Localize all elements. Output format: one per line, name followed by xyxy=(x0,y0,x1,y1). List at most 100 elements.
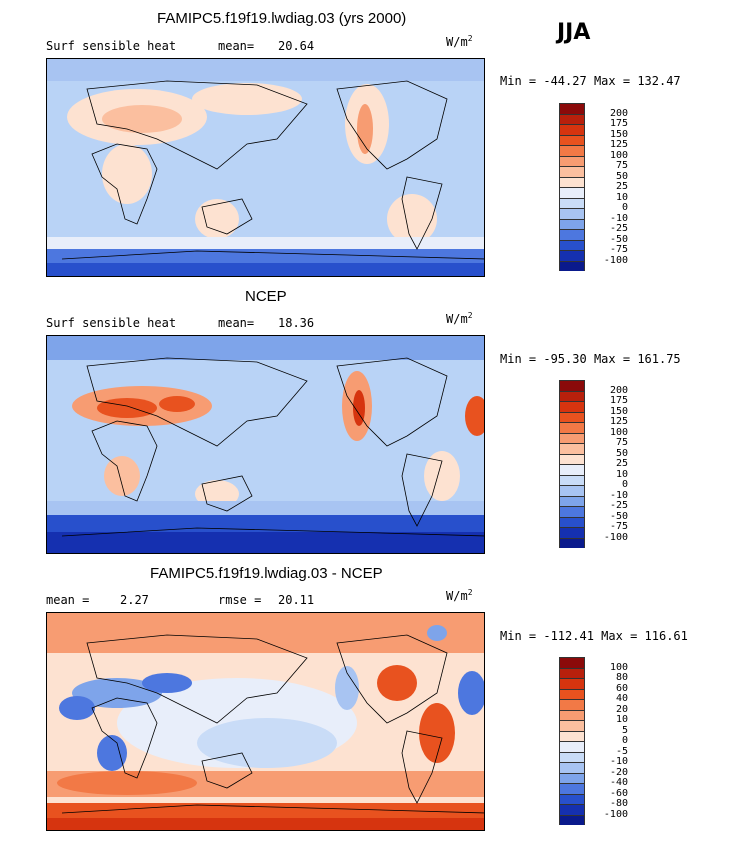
colorbar-level-label: 20 xyxy=(615,703,628,715)
colorbar-swatch xyxy=(559,772,585,783)
colorbar-swatch xyxy=(559,699,585,710)
colorbar-swatch xyxy=(559,208,585,219)
panel3-units: W/m2 xyxy=(446,588,473,603)
colorbar-swatch xyxy=(559,814,585,825)
colorbar-level-label: -25 xyxy=(609,223,628,234)
colorbar-level-label: 25 xyxy=(615,458,628,469)
colorbar-swatch xyxy=(559,239,585,250)
colorbar-swatch xyxy=(559,793,585,804)
colorbar-swatch xyxy=(559,113,585,124)
colorbar-swatch xyxy=(559,401,585,412)
panel3-title: FAMIPC5.f19f19.lwdiag.03 - NCEP xyxy=(150,565,383,582)
colorbar-level-label: 75 xyxy=(615,437,628,448)
colorbar-level-label: 200 xyxy=(609,107,628,119)
colorbar-level-label: 0 xyxy=(621,202,628,213)
colorbar-swatch xyxy=(559,218,585,229)
colorbar-level-label: 200 xyxy=(609,384,628,396)
colorbar-swatch xyxy=(559,250,585,261)
colorbar-swatch xyxy=(559,720,585,731)
colorbar-swatch xyxy=(559,804,585,815)
colorbar-swatch xyxy=(559,506,585,517)
colorbar-swatch xyxy=(559,730,585,741)
colorbar-swatch xyxy=(559,260,585,271)
panel1-mean-value: 20.64 xyxy=(278,39,315,53)
colorbar-level-label: 25 xyxy=(615,181,628,192)
colorbar-swatch xyxy=(559,380,585,391)
colorbar-level-label: -20 xyxy=(609,766,628,778)
panel2-max-value: 161.75 xyxy=(637,352,681,366)
colorbar-level-label: 60 xyxy=(615,682,628,694)
panel2-field: Surf sensible heat xyxy=(46,316,177,330)
colorbar-swatch xyxy=(559,229,585,240)
colorbar-level-label: 100 xyxy=(609,149,628,161)
colorbar-swatch xyxy=(559,751,585,762)
colorbar-swatch xyxy=(559,678,585,689)
colorbar-swatch xyxy=(559,783,585,794)
colorbar-level-label: 100 xyxy=(609,426,628,438)
colorbar-level-label: 150 xyxy=(609,128,628,140)
colorbar-level-label: 175 xyxy=(609,118,628,129)
colorbar-swatch xyxy=(559,166,585,177)
colorbar-swatch xyxy=(559,187,585,198)
panel1-min-value: -44.27 xyxy=(543,74,587,88)
panel3-rmse-value: 20.11 xyxy=(278,593,315,607)
panel1-max-value: 132.47 xyxy=(637,74,681,88)
colorbar-swatch xyxy=(559,527,585,538)
panel1-map-svg xyxy=(47,59,484,276)
panel3-min-value: -112.41 xyxy=(543,629,594,643)
panel3-map xyxy=(46,612,485,831)
colorbar-level-label: 0 xyxy=(621,479,628,490)
colorbar-swatch xyxy=(559,657,585,668)
season-label: JJA xyxy=(557,20,591,45)
colorbar-swatch xyxy=(559,474,585,485)
panel1-map xyxy=(46,58,485,277)
colorbar-level-label: -10 xyxy=(609,212,628,224)
colorbar-level-label: 150 xyxy=(609,405,628,417)
colorbar-level-label: 100 xyxy=(609,661,628,673)
colorbar-level-label: 5 xyxy=(621,724,628,736)
colorbar-swatch xyxy=(559,453,585,464)
colorbar-level-label: -50 xyxy=(609,510,628,522)
panel2-units: W/m2 xyxy=(446,311,473,326)
panel1-mean-label: mean= xyxy=(218,39,255,53)
colorbar-level-label: -5 xyxy=(615,745,628,757)
panel3-mean-value: 2.27 xyxy=(120,593,149,607)
colorbar-swatch xyxy=(559,667,585,678)
panel2-map xyxy=(46,335,485,554)
colorbar-level-label: -100 xyxy=(603,254,628,266)
colorbar-level-label: 10 xyxy=(615,714,628,725)
panel2-min-value: -95.30 xyxy=(543,352,587,366)
panel2-mean-value: 18.36 xyxy=(278,316,315,330)
panel3-minmax: Min = -112.41 Max = 116.61 xyxy=(500,629,688,643)
colorbar-level-label: -50 xyxy=(609,233,628,245)
panel2-map-svg xyxy=(47,336,484,553)
colorbar-swatch xyxy=(559,390,585,401)
colorbar-level-label: -80 xyxy=(609,798,628,809)
panel1-colorbar: 200 175 150 125 100 75 50 25 10 0 -10 -25 -50 -75 -100 xyxy=(559,103,628,271)
colorbar-level-label: 75 xyxy=(615,160,628,171)
colorbar-swatch xyxy=(559,422,585,433)
panel2-title: NCEP xyxy=(245,288,287,305)
colorbar-swatch xyxy=(559,516,585,527)
colorbar-swatch xyxy=(559,432,585,443)
colorbar-level-label: -100 xyxy=(603,808,628,820)
colorbar-level-label: -10 xyxy=(609,756,628,767)
colorbar-swatch xyxy=(559,464,585,475)
colorbar-level-label: -60 xyxy=(609,787,628,799)
colorbar-level-label: -75 xyxy=(609,521,628,532)
panel1-title: FAMIPC5.f19f19.lwdiag.03 (yrs 2000) xyxy=(157,10,407,27)
panel2-colorbar: 200 175 150 125 100 75 50 25 10 0 -10 -25 -50 -75 -100 xyxy=(559,380,628,548)
colorbar-level-label: -25 xyxy=(609,500,628,511)
colorbar-level-label: -40 xyxy=(609,777,628,788)
colorbar-swatch xyxy=(559,443,585,454)
colorbar-swatch xyxy=(559,145,585,156)
colorbar-level-label: 50 xyxy=(615,447,628,459)
colorbar-swatch xyxy=(559,485,585,496)
colorbar-level-label: 80 xyxy=(615,672,628,683)
colorbar-level-label: 10 xyxy=(615,191,628,203)
colorbar-swatch xyxy=(559,134,585,145)
colorbar-level-label: 10 xyxy=(615,468,628,480)
panel1-units: W/m2 xyxy=(446,34,473,49)
panel2-mean-label: mean= xyxy=(218,316,255,330)
colorbar-swatch xyxy=(559,762,585,773)
